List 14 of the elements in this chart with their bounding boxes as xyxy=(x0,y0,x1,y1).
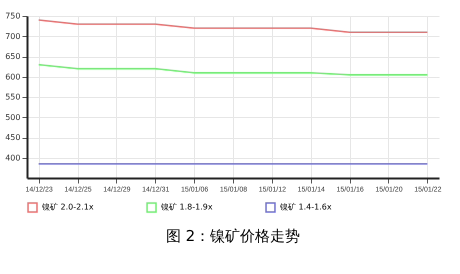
legend-label: 镍矿 1.8-1.9x xyxy=(160,202,213,212)
line-series xyxy=(38,19,428,33)
legend-label: 镍矿 1.4-1.6x xyxy=(279,202,332,212)
text: 图 2：镍矿价格走势 xyxy=(166,227,300,245)
y-tick-label: 750 xyxy=(5,12,20,20)
y-tick-label: 550 xyxy=(5,92,20,102)
y-tick-label: 450 xyxy=(5,133,20,142)
y-tick-label: 500 xyxy=(5,112,20,122)
legend-label: 镍矿 2.0-2.1x xyxy=(41,202,94,212)
y-tick-label: 700 xyxy=(5,32,20,41)
y-tick-label: 650 xyxy=(5,52,20,61)
y-tick-label: 400 xyxy=(5,153,20,162)
line-series xyxy=(38,64,428,76)
y-tick-label: 600 xyxy=(5,72,20,82)
